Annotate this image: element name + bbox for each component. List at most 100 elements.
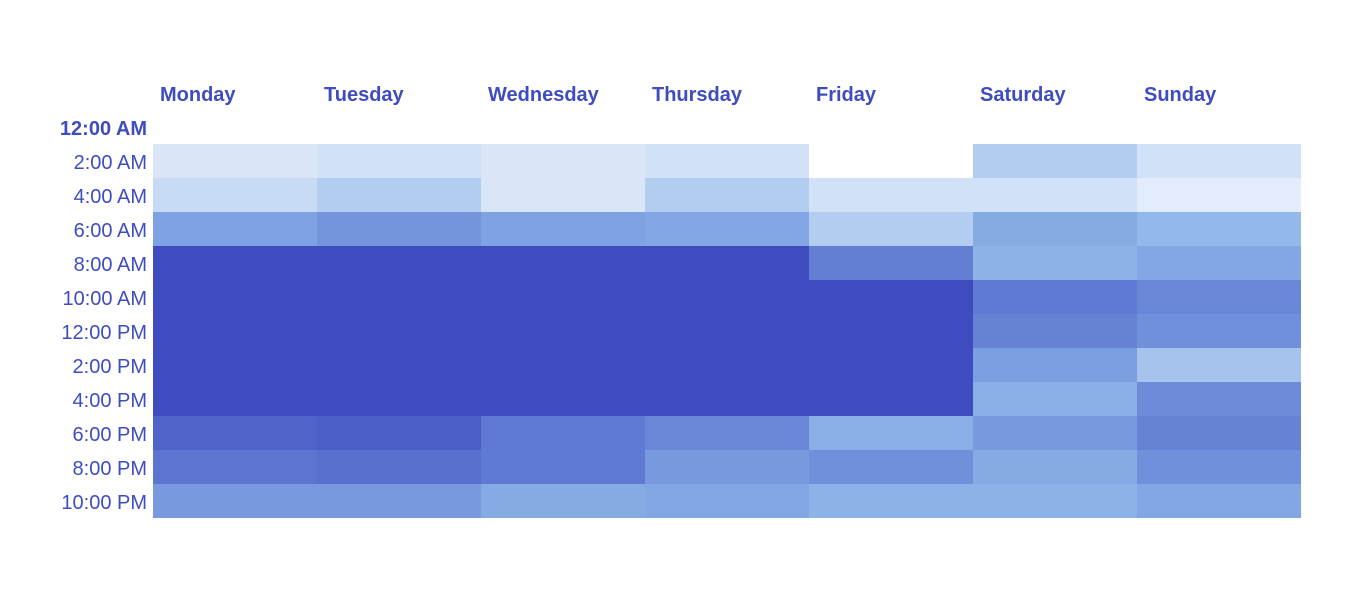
heatmap-cell-monday-8-00-pm (153, 450, 317, 484)
heatmap-cell-saturday-8-00-pm (973, 450, 1137, 484)
heatmap-cell-sunday-12-00-pm (1137, 314, 1301, 348)
heatmap-cell-tuesday-6-00-pm (317, 416, 481, 450)
row-label-10-00-am: 10:00 AM (62, 288, 147, 310)
heatmap-cell-wednesday-10-00-am (481, 280, 645, 314)
column-label-friday: Friday (816, 84, 877, 106)
heatmap-cell-thursday-2-00-am (645, 144, 809, 178)
heatmap-cell-thursday-6-00-am (645, 212, 809, 246)
heatmap-cell-thursday-8-00-pm (645, 450, 809, 484)
heatmap-cell-sunday-4-00-pm (1137, 382, 1301, 416)
column-label-wednesday: Wednesday (488, 84, 600, 106)
heatmap-cell-wednesday-10-00-pm (481, 484, 645, 518)
heatmap-cell-sunday-8-00-pm (1137, 450, 1301, 484)
column-label-monday: Monday (160, 84, 236, 106)
heatmap-cell-sunday-6-00-am (1137, 212, 1301, 246)
heatmap-cell-saturday-2-00-am (973, 144, 1137, 178)
heatmap-cell-monday-4-00-pm (153, 382, 317, 416)
heatmap-cell-wednesday-6-00-pm (481, 416, 645, 450)
row-label-2-00-pm: 2:00 PM (73, 356, 147, 378)
row-label-10-00-pm: 10:00 PM (61, 492, 147, 514)
heatmap-cell-friday-10-00-pm (809, 484, 973, 518)
heatmap-cell-wednesday-4-00-pm (481, 382, 645, 416)
heatmap-cell-tuesday-4-00-am (317, 178, 481, 212)
column-label-sunday: Sunday (1144, 84, 1217, 106)
heatmap-cell-saturday-6-00-am (973, 212, 1137, 246)
heatmap-cells (153, 144, 1301, 518)
heatmap-cell-tuesday-6-00-am (317, 212, 481, 246)
heatmap-cell-thursday-12-00-pm (645, 314, 809, 348)
column-labels: Monday Tuesday Wednesday Thursday Friday Satu… (160, 84, 1217, 106)
heatmap-cell-tuesday-10-00-am (317, 280, 481, 314)
heatmap-cell-tuesday-10-00-pm (317, 484, 481, 518)
heatmap-cell-friday-4-00-am (809, 178, 973, 212)
heatmap-cell-wednesday-4-00-am (481, 178, 645, 212)
row-label-4-00-am: 4:00 AM (74, 186, 147, 208)
heatmap-cell-sunday-2-00-pm (1137, 348, 1301, 382)
heatmap-cell-friday-6-00-pm (809, 416, 973, 450)
heatmap-cell-saturday-2-00-pm (973, 348, 1137, 382)
column-label-thursday: Thursday (652, 84, 743, 106)
column-label-tuesday: Tuesday (324, 84, 405, 106)
row-label-12-00-am: 12:00 AM (60, 118, 147, 140)
heatmap-cell-wednesday-6-00-am (481, 212, 645, 246)
row-label-8-00-pm: 8:00 PM (73, 458, 147, 480)
row-label-12-00-pm: 12:00 PM (61, 322, 147, 344)
heatmap-cell-saturday-10-00-pm (973, 484, 1137, 518)
heatmap-cell-friday-2-00-pm (809, 348, 973, 382)
heatmap-cell-monday-8-00-am (153, 246, 317, 280)
heatmap-cell-sunday-2-00-am (1137, 144, 1301, 178)
heatmap-cell-sunday-6-00-pm (1137, 416, 1301, 450)
row-label-4-00-pm: 4:00 PM (73, 390, 147, 412)
heatmap-cell-saturday-6-00-pm (973, 416, 1137, 450)
heatmap-cell-saturday-10-00-am (973, 280, 1137, 314)
heatmap-cell-thursday-2-00-pm (645, 348, 809, 382)
heatmap-cell-wednesday-8-00-pm (481, 450, 645, 484)
heatmap-cell-sunday-10-00-am (1137, 280, 1301, 314)
heatmap-cell-monday-2-00-pm (153, 348, 317, 382)
column-label-saturday: Saturday (980, 84, 1066, 106)
heatmap-cell-saturday-12-00-pm (973, 314, 1137, 348)
heatmap-cell-tuesday-2-00-am (317, 144, 481, 178)
heatmap-cell-sunday-8-00-am (1137, 246, 1301, 280)
heatmap-cell-tuesday-8-00-am (317, 246, 481, 280)
row-label-2-00-am: 2:00 AM (74, 152, 147, 174)
heatmap-cell-saturday-8-00-am (973, 246, 1137, 280)
heatmap-cell-monday-6-00-pm (153, 416, 317, 450)
heatmap-cell-thursday-4-00-pm (645, 382, 809, 416)
heatmap-cell-sunday-10-00-pm (1137, 484, 1301, 518)
heatmap-cell-friday-10-00-am (809, 280, 973, 314)
heatmap-cell-friday-2-00-am (809, 144, 973, 178)
heatmap-cell-friday-6-00-am (809, 212, 973, 246)
heatmap-cell-wednesday-12-00-pm (481, 314, 645, 348)
heatmap-cell-tuesday-12-00-pm (317, 314, 481, 348)
heatmap-cell-friday-12-00-pm (809, 314, 973, 348)
heatmap-cell-wednesday-2-00-am (481, 144, 645, 178)
heatmap-cell-monday-10-00-am (153, 280, 317, 314)
row-label-8-00-am: 8:00 AM (74, 254, 147, 276)
heatmap-cell-thursday-10-00-pm (645, 484, 809, 518)
heatmap-cell-tuesday-4-00-pm (317, 382, 481, 416)
heatmap-cell-thursday-4-00-am (645, 178, 809, 212)
heatmap-cell-monday-6-00-am (153, 212, 317, 246)
heatmap-cell-monday-12-00-pm (153, 314, 317, 348)
heatmap-cell-thursday-8-00-am (645, 246, 809, 280)
heatmap-cell-wednesday-8-00-am (481, 246, 645, 280)
heatmap-cell-friday-4-00-pm (809, 382, 973, 416)
heatmap-cell-thursday-10-00-am (645, 280, 809, 314)
heatmap-cell-monday-2-00-am (153, 144, 317, 178)
row-label-6-00-am: 6:00 AM (74, 220, 147, 242)
heatmap-cell-wednesday-2-00-pm (481, 348, 645, 382)
heatmap-cell-monday-10-00-pm (153, 484, 317, 518)
row-label-6-00-pm: 6:00 PM (73, 424, 147, 446)
heatmap-cell-tuesday-8-00-pm (317, 450, 481, 484)
heatmap-cell-sunday-4-00-am (1137, 178, 1301, 212)
heatmap-cell-tuesday-2-00-pm (317, 348, 481, 382)
heatmap-cell-friday-8-00-am (809, 246, 973, 280)
heatmap-cell-friday-8-00-pm (809, 450, 973, 484)
row-labels: 12:00 AM 2:00 AM 4:00 AM 6:00 AM 8:00 AM 10:0… (60, 118, 147, 514)
heatmap-cell-saturday-4-00-pm (973, 382, 1137, 416)
heatmap-cell-saturday-4-00-am (973, 178, 1137, 212)
heatmap-cell-monday-4-00-am (153, 178, 317, 212)
heatmap-cell-thursday-6-00-pm (645, 416, 809, 450)
